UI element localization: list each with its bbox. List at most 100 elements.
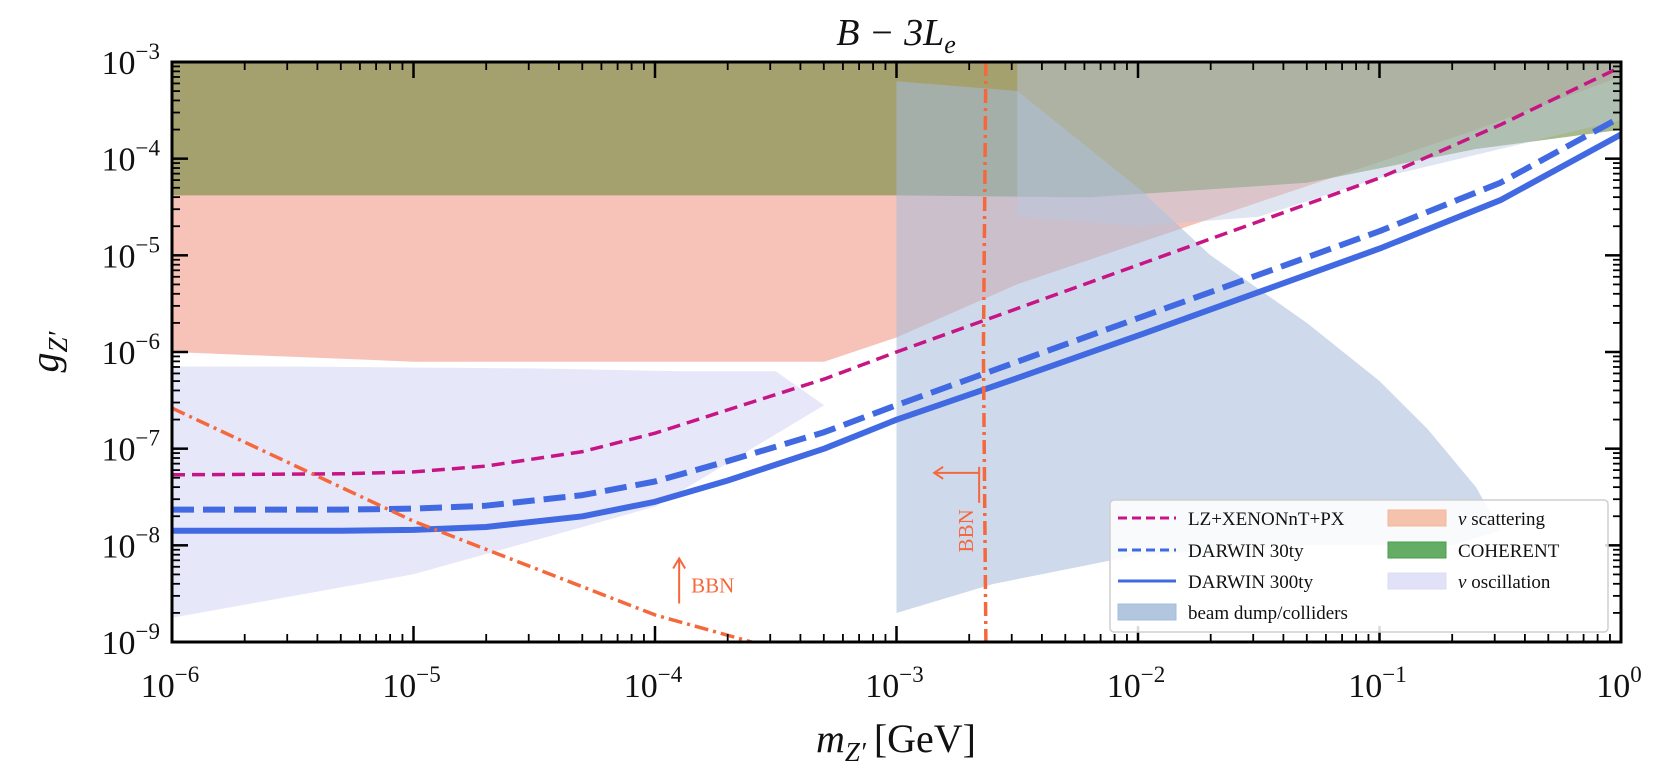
region-beam-dump-colliders-4 (1017, 62, 1621, 227)
x-tick-label-exponent: 0 (1630, 662, 1642, 687)
y-tick-label-exponent: −9 (136, 619, 160, 644)
y-tick-label-base: 10 (102, 238, 136, 275)
y-tick-label: 10−3 (102, 39, 160, 82)
x-tick-label-exponent: −3 (899, 662, 923, 687)
chart-title-subscript: e (944, 30, 956, 59)
y-tick-label: 10−4 (102, 136, 161, 179)
y-tick-label-exponent: −8 (136, 522, 160, 547)
x-tick-label-base: 10 (1107, 668, 1141, 705)
legend-label-greek: ν (1458, 572, 1467, 593)
y-tick-label-exponent: −4 (136, 136, 161, 161)
y-tick-label-base: 10 (102, 528, 136, 565)
legend-swatch-patch (1387, 509, 1447, 527)
legend-box (1109, 499, 1609, 633)
legend-label-text: LZ+XENONnT+PX (1188, 509, 1345, 530)
y-axis-label: gZ′ (22, 330, 73, 372)
x-axis-label-subscript: Z′ (845, 737, 867, 767)
legend-entry-3: beam dump/colliders (1117, 603, 1348, 624)
x-tick-label: 10−3 (865, 662, 923, 705)
x-tick-label-exponent: −4 (658, 662, 683, 687)
regions-layer (172, 62, 1621, 618)
x-tick-label-base: 10 (624, 668, 658, 705)
chart-title: B − 3Le (836, 12, 956, 59)
legend-label: COHERENT (1458, 541, 1560, 562)
legend-swatch-patch (1387, 541, 1447, 559)
x-tick-label: 10−6 (141, 662, 199, 705)
region--oscillation-2 (172, 366, 825, 618)
x-tick-label: 100 (1596, 662, 1642, 705)
y-tick-label-base: 10 (102, 142, 136, 179)
legend-entry-2: DARWIN 300ty (1118, 572, 1314, 593)
legend-label-text: oscillation (1466, 572, 1550, 593)
x-tick-label-base: 10 (1596, 668, 1630, 705)
legend-label-text: DARWIN 300ty (1188, 572, 1314, 593)
legend-entry-1: DARWIN 30ty (1118, 541, 1304, 562)
y-axis-label-main: g (22, 352, 67, 372)
line-lz-xenonnt-px-0 (172, 65, 1621, 477)
x-tick-label: 10−2 (1107, 662, 1165, 705)
legend-swatch-patch (1387, 572, 1447, 590)
region-beam-dump-colliders-3 (896, 81, 1501, 614)
y-tick-label: 10−5 (102, 232, 160, 275)
x-tick-label: 10−1 (1348, 662, 1406, 705)
legend-label-text: scattering (1466, 509, 1545, 530)
line-darwin-30ty-1 (172, 114, 1621, 513)
x-tick-label-exponent: −5 (416, 662, 440, 687)
lines-layer (172, 62, 1621, 642)
x-tick-label: 10−5 (382, 662, 440, 705)
y-tick-label-base: 10 (102, 335, 136, 372)
x-tick-label: 10−4 (624, 662, 683, 705)
annotation-bbn-1: BBN (932, 466, 981, 552)
legend-label: beam dump/colliders (1188, 603, 1348, 624)
legend-label-text: COHERENT (1458, 541, 1560, 562)
legend-entry-0: LZ+XENONnT+PX (1118, 509, 1345, 530)
x-axis-label: mZ′ [GeV] (816, 716, 976, 767)
bbn-label: BBN (691, 574, 734, 598)
legend-label-text: DARWIN 30ty (1188, 541, 1304, 562)
legend-label: DARWIN 300ty (1188, 572, 1314, 593)
legend: LZ+XENONnT+PX DARWIN 30ty DARWIN 300ty beam… (1109, 499, 1609, 633)
x-axis-label-unit: [GeV] (874, 716, 976, 761)
y-tick-label: 10−6 (102, 329, 160, 372)
x-tick-label-exponent: −2 (1141, 662, 1165, 687)
y-tick-label-exponent: −5 (136, 232, 160, 257)
y-tick-label-base: 10 (102, 432, 136, 469)
legend-label: ν oscillation (1458, 572, 1551, 593)
line-bbn-3 (172, 406, 753, 642)
legend-swatch-patch (1117, 603, 1177, 621)
x-tick-label-base: 10 (1348, 668, 1382, 705)
bbn-arrow-head (932, 466, 944, 480)
legend-entry-6: ν oscillation (1387, 572, 1551, 593)
legend-entry-5: COHERENT (1387, 541, 1560, 562)
x-axis-label-main: m (816, 716, 845, 761)
y-tick-label-exponent: −3 (136, 39, 160, 64)
x-tick-label-exponent: −6 (175, 662, 199, 687)
y-tick-label-base: 10 (102, 625, 136, 662)
y-tick-label: 10−9 (102, 619, 160, 662)
x-tick-label-base: 10 (141, 668, 175, 705)
bbn-label: BBN (954, 509, 978, 552)
x-tick-label-base: 10 (865, 668, 899, 705)
x-tick-label-exponent: −1 (1382, 662, 1406, 687)
ticks-layer (170, 60, 1623, 644)
y-tick-label: 10−8 (102, 522, 160, 565)
y-tick-label-exponent: −6 (136, 329, 160, 354)
annotation-bbn-0: BBN (672, 556, 734, 604)
y-tick-label: 10−7 (102, 426, 160, 469)
legend-label: DARWIN 30ty (1188, 541, 1304, 562)
chart-title-main: B − 3L (836, 12, 944, 54)
x-tick-label-base: 10 (382, 668, 416, 705)
legend-entry-4: ν scattering (1387, 509, 1546, 530)
tick-labels-layer: 10−6 10−5 10−4 10−3 10−2 10−1 10010−910−810−71… (102, 39, 1642, 705)
legend-label: LZ+XENONnT+PX (1188, 509, 1345, 530)
legend-label-greek: ν (1458, 509, 1467, 530)
y-tick-label-exponent: −7 (136, 426, 160, 451)
y-tick-label-base: 10 (102, 45, 136, 82)
annotations-layer: BBN BBN (672, 466, 981, 604)
line-bbn-4 (981, 62, 988, 642)
y-axis-label-subscript: Z′ (43, 330, 73, 352)
bbn-arrow-head (672, 556, 687, 570)
legend-label-text: beam dump/colliders (1188, 603, 1348, 624)
legend-label: ν scattering (1458, 509, 1546, 530)
